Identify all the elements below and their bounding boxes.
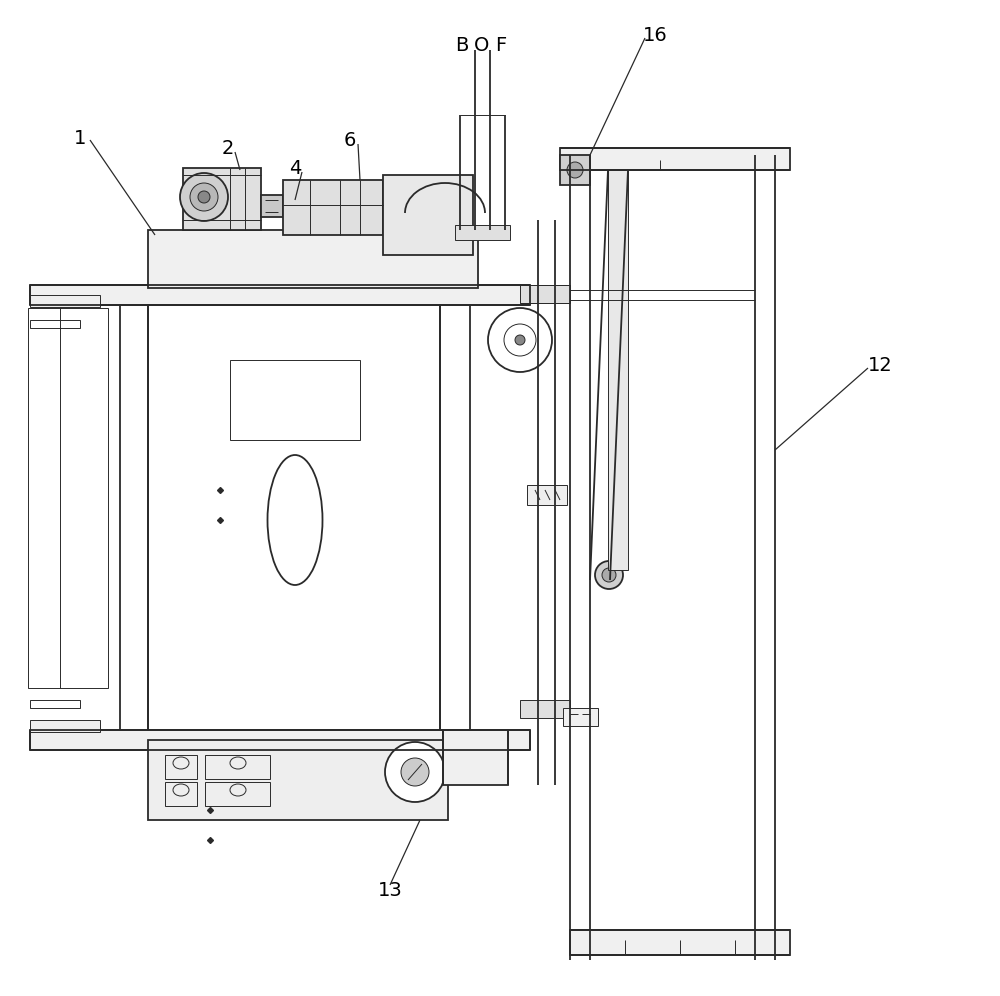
Bar <box>563 708 598 726</box>
Text: O: O <box>474 36 490 55</box>
Bar <box>183 168 261 230</box>
Bar <box>283 180 383 235</box>
Circle shape <box>595 561 623 589</box>
Circle shape <box>504 324 536 356</box>
Circle shape <box>401 758 429 786</box>
Bar <box>443 730 508 785</box>
Bar <box>30 730 530 750</box>
Bar <box>30 700 80 708</box>
Bar <box>560 155 590 185</box>
Bar <box>165 782 197 806</box>
Bar <box>30 720 100 732</box>
Bar <box>608 170 628 570</box>
Text: 2: 2 <box>222 138 234 157</box>
Circle shape <box>488 308 552 372</box>
Text: F: F <box>495 36 507 55</box>
Bar <box>570 930 790 955</box>
Bar <box>527 485 567 505</box>
Bar <box>560 148 790 170</box>
Circle shape <box>385 742 445 802</box>
Circle shape <box>180 173 228 221</box>
Bar <box>205 782 270 806</box>
Bar <box>148 305 440 730</box>
Bar <box>165 755 197 779</box>
Bar <box>205 755 270 779</box>
Text: 1: 1 <box>74 128 86 147</box>
Bar <box>520 285 570 303</box>
Bar <box>455 225 510 240</box>
Circle shape <box>567 162 583 178</box>
Circle shape <box>515 335 525 345</box>
Text: 12: 12 <box>868 356 892 374</box>
Bar <box>520 700 570 718</box>
Bar <box>30 320 80 328</box>
Bar <box>230 360 360 440</box>
Circle shape <box>198 191 210 203</box>
Circle shape <box>190 183 218 211</box>
Text: 13: 13 <box>378 880 402 899</box>
Text: B: B <box>455 36 469 55</box>
Bar <box>261 195 283 217</box>
Bar <box>30 285 530 305</box>
Text: 16: 16 <box>643 26 667 45</box>
Circle shape <box>602 568 616 582</box>
Bar <box>28 308 108 688</box>
Bar <box>30 295 100 307</box>
Text: 6: 6 <box>344 130 356 149</box>
Bar <box>148 230 478 288</box>
Bar <box>383 175 473 255</box>
Bar <box>148 740 448 820</box>
Text: 4: 4 <box>289 158 301 177</box>
